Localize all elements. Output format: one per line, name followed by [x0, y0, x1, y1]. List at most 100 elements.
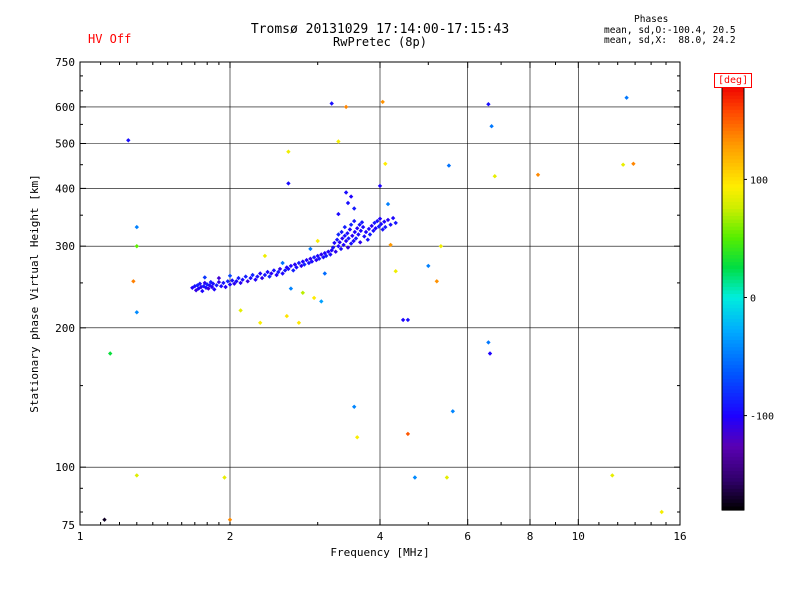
data-point — [339, 229, 344, 235]
svg-text:1: 1 — [77, 530, 84, 543]
data-point — [223, 284, 228, 290]
data-point — [336, 211, 341, 217]
svg-text:500: 500 — [55, 138, 75, 151]
data-point — [248, 275, 253, 281]
data-point — [383, 161, 388, 166]
svg-text:75: 75 — [62, 519, 75, 532]
svg-text:10: 10 — [572, 530, 585, 543]
data-point — [610, 473, 615, 478]
data-point — [134, 244, 139, 249]
data-point — [230, 278, 235, 283]
data-point — [209, 284, 215, 290]
tick-marks — [79, 61, 681, 526]
data-point — [340, 236, 345, 241]
data-point — [486, 102, 491, 107]
data-point — [234, 279, 239, 284]
data-point — [245, 279, 250, 284]
data-point — [236, 275, 241, 281]
data-point — [258, 271, 263, 276]
data-point — [624, 95, 629, 100]
y-tick-labels: 75 100 200 300 400 500 600 750 — [55, 56, 75, 532]
data-point — [359, 220, 365, 225]
data-point — [296, 320, 302, 325]
data-point — [426, 263, 431, 269]
svg-text:4: 4 — [377, 530, 384, 543]
data-point — [486, 340, 491, 345]
phases-block: Phases mean, sd,O:-100.4, 20.5 mean, sd,… — [604, 14, 736, 47]
data-point — [253, 277, 258, 282]
plot-title: Tromsø 20131029 17:14:00-17:15:43 — [250, 22, 510, 37]
data-point — [311, 295, 317, 301]
data-point — [405, 317, 411, 323]
data-point — [345, 200, 351, 206]
data-point — [369, 223, 374, 229]
data-point — [492, 174, 497, 179]
data-point — [258, 320, 263, 325]
data-point — [352, 218, 357, 224]
data-point — [343, 190, 349, 195]
data-point — [286, 149, 291, 154]
svg-text:300: 300 — [55, 240, 75, 253]
data-point — [353, 236, 359, 241]
data-point — [388, 242, 393, 248]
data-point — [134, 473, 139, 478]
phases-o-stats: mean, sd,O:-100.4, 20.5 — [604, 24, 736, 36]
data-point — [380, 227, 385, 232]
data-point — [203, 285, 209, 290]
data-point — [352, 206, 357, 211]
data-point — [216, 279, 222, 285]
data-point — [326, 249, 331, 254]
data-point — [308, 246, 313, 252]
data-point — [362, 234, 367, 239]
data-point — [206, 286, 211, 291]
data-point — [300, 259, 305, 264]
data-point — [360, 224, 366, 230]
data-point — [383, 224, 388, 230]
data-point — [352, 404, 357, 409]
data-point — [400, 317, 406, 323]
data-point — [286, 181, 291, 186]
data-point — [377, 183, 383, 189]
data-point — [280, 271, 285, 276]
data-point — [126, 138, 131, 143]
data-point — [438, 244, 444, 249]
data-point — [274, 272, 279, 278]
data-point — [343, 104, 349, 110]
data-point — [347, 227, 353, 232]
data-point — [240, 277, 245, 282]
data-point — [304, 257, 309, 263]
colorbar-unit-label: [deg] — [714, 73, 753, 88]
data-point — [267, 274, 272, 279]
data-point — [271, 268, 277, 273]
data-point — [393, 220, 398, 226]
data-point — [345, 231, 350, 236]
x-tick-labels: 1 2 4 6 8 10 16 — [77, 530, 687, 543]
data-point — [487, 351, 493, 356]
data-point — [444, 475, 450, 480]
data-point — [535, 172, 541, 177]
data-point — [352, 229, 357, 235]
data-point — [358, 240, 363, 245]
svg-text:6: 6 — [464, 530, 471, 543]
data-point — [210, 281, 216, 286]
data-point — [262, 272, 268, 278]
data-point — [262, 253, 268, 259]
data-point — [250, 272, 255, 278]
data-point — [489, 124, 494, 129]
data-point — [232, 281, 237, 286]
svg-text:750: 750 — [55, 56, 75, 69]
data-point — [225, 279, 230, 284]
data-point — [350, 233, 355, 238]
phases-title: Phases — [634, 14, 669, 25]
hv-status: HV Off — [88, 32, 132, 46]
data-point — [319, 252, 324, 257]
data-point — [620, 162, 626, 167]
data-point — [346, 236, 351, 241]
data-point — [308, 256, 313, 261]
data-point — [385, 201, 391, 207]
data-point — [277, 266, 283, 272]
data-point — [355, 435, 360, 440]
data-point — [280, 260, 285, 266]
data-point — [377, 216, 383, 221]
